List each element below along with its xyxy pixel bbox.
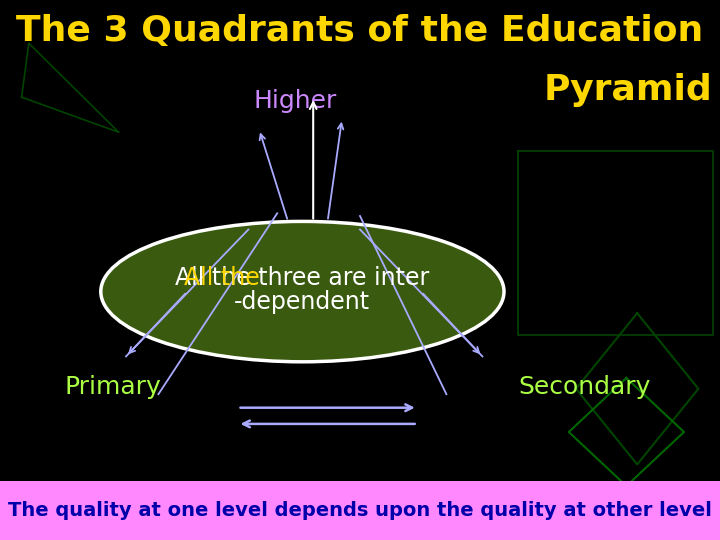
Text: All the: All the: [184, 266, 267, 290]
Text: Pyramid: Pyramid: [544, 73, 713, 107]
Text: The 3 Quadrants of the Education: The 3 Quadrants of the Education: [17, 14, 703, 48]
Text: Secondary: Secondary: [518, 375, 651, 399]
Text: -dependent: -dependent: [234, 291, 371, 314]
Text: The quality at one level depends upon the quality at other level: The quality at one level depends upon th…: [8, 501, 712, 520]
Text: All the three are inter: All the three are inter: [175, 266, 430, 290]
Ellipse shape: [101, 221, 504, 362]
Text: Higher: Higher: [253, 89, 337, 113]
Text: Primary: Primary: [65, 375, 161, 399]
Bar: [0, 481, 720, 540]
